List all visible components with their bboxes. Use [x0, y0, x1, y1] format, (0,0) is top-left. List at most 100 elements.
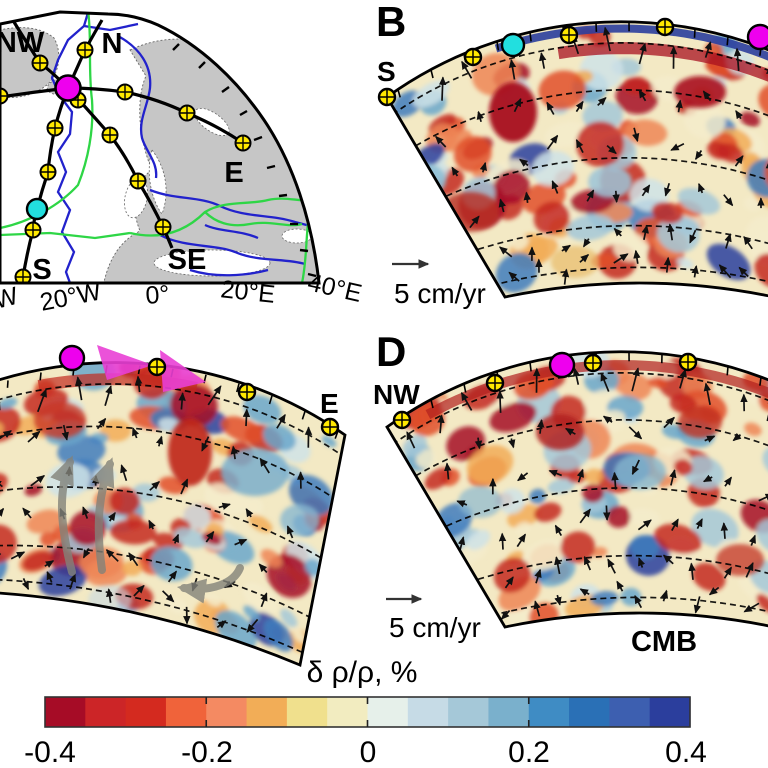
colorbar-segment: [407, 697, 449, 727]
map-label-e: E: [224, 157, 243, 189]
station-cross-icon: [487, 375, 503, 391]
station-cross-icon: [155, 219, 171, 235]
flow-arrow: [691, 265, 699, 278]
anomaly-blob: [534, 502, 562, 522]
station-cross-icon: [77, 42, 93, 58]
flow-arrow: [508, 59, 517, 80]
flow-arrow: [695, 518, 703, 529]
anomaly-feature: [536, 414, 584, 450]
flow-arrow: [22, 507, 32, 519]
flow-arrow: [546, 101, 555, 115]
flow-arrow: [579, 508, 591, 524]
flow-arrow: [435, 135, 447, 148]
flow-arrow: [638, 42, 647, 65]
flow-arrow: [704, 41, 712, 58]
station-cross-icon: [680, 354, 696, 370]
depth-contour-dashed: [387, 89, 768, 187]
flow-arrow: [132, 427, 140, 439]
flow-arrow: [606, 144, 617, 155]
flow-arrow: [167, 570, 177, 583]
anomaly-blob: [677, 257, 694, 269]
flow-arrow: [723, 566, 733, 579]
flow-arrow: [554, 556, 562, 575]
station-cross-icon: [25, 222, 41, 238]
flow-arrow: [738, 266, 749, 278]
anomaly-feature: [678, 406, 722, 438]
flow-arrow: [561, 268, 570, 285]
graticule-tick: [253, 135, 263, 142]
flow-arrow: [671, 518, 679, 532]
colorbar-segment: [609, 697, 651, 727]
flow-arrow: [105, 549, 119, 562]
flow-arrow: [758, 493, 768, 502]
flow-arrow: [554, 524, 563, 537]
colorbar-tick-neg04: -0.4: [24, 736, 76, 768]
mantle-flow-arrow-icon: [50, 455, 76, 576]
colorbar-tick-0: 0: [360, 736, 377, 768]
station-cross-icon: [239, 384, 255, 400]
anomaly-feature: [440, 192, 500, 232]
hotspot-marker: [548, 351, 576, 379]
plate-motion-arrow-icon: [97, 345, 153, 380]
flow-arrow: [743, 602, 760, 613]
anomaly-blob: [415, 449, 436, 469]
anomaly-blob: [547, 478, 575, 494]
map-sea-region: [148, 149, 167, 215]
depth-contour-dashed: [0, 577, 304, 654]
flow-arrow: [575, 100, 584, 113]
flow-arrow: [496, 390, 504, 413]
colorbar-segment: [528, 697, 570, 727]
flow-arrow: [631, 367, 640, 392]
colorbar-segment: [85, 697, 127, 727]
flow-arrow: [548, 469, 563, 477]
flow-arrow: [406, 431, 416, 449]
anomaly-blob: [683, 102, 726, 139]
anomaly-blob: [150, 546, 193, 582]
anomaly-blob: [220, 416, 264, 443]
colorbar-segment: [165, 697, 207, 727]
wedge-border: [0, 361, 347, 667]
flow-arrow: [0, 478, 3, 488]
station-cross-icon: [394, 412, 410, 428]
colorbar-segment: [569, 697, 610, 727]
lon-tick-40e: 40°E: [305, 268, 364, 308]
colorbar-segment: [286, 697, 328, 727]
flow-arrow: [579, 253, 590, 263]
flow-arrow: [669, 469, 677, 486]
anomaly-blob: [183, 504, 211, 530]
surface-tick: [726, 36, 729, 46]
anomaly-blob: [280, 608, 298, 628]
flow-arrow: [603, 505, 611, 521]
depth-contour-dashed: [387, 156, 768, 236]
flow-arrow: [537, 418, 545, 434]
anomaly-blob: [243, 605, 260, 621]
flow-arrow: [546, 134, 559, 150]
flow-arrow: [46, 571, 54, 583]
flow-arrow: [474, 437, 483, 450]
flow-arrow: [539, 52, 547, 69]
flow-arrow: [155, 435, 164, 447]
surface-tick: [301, 411, 306, 420]
flow-arrow: [745, 562, 754, 578]
flow-arrow: [638, 89, 647, 102]
anomaly-blob: [747, 227, 768, 265]
anomaly-blob: [493, 557, 531, 593]
panel-d-cross-section: [385, 350, 768, 633]
station-cross-icon: [130, 173, 146, 189]
flow-arrow: [469, 215, 480, 229]
flow-arrow: [641, 224, 649, 240]
flow-arrow: [662, 554, 674, 565]
anomaly-blob: [651, 201, 684, 224]
station-cross-icon: [465, 49, 481, 65]
station-cross-icon: [47, 120, 63, 136]
anomaly-blob: [576, 121, 625, 167]
lon-tick-0: 0°: [145, 280, 171, 310]
flow-arrow: [456, 500, 468, 508]
flow-arrow: [516, 533, 527, 548]
anomaly-blob: [466, 445, 514, 485]
surface-tick: [529, 32, 532, 42]
graticule-tick: [172, 43, 180, 51]
colorbar: [44, 696, 691, 728]
flow-arrow: [82, 506, 90, 519]
